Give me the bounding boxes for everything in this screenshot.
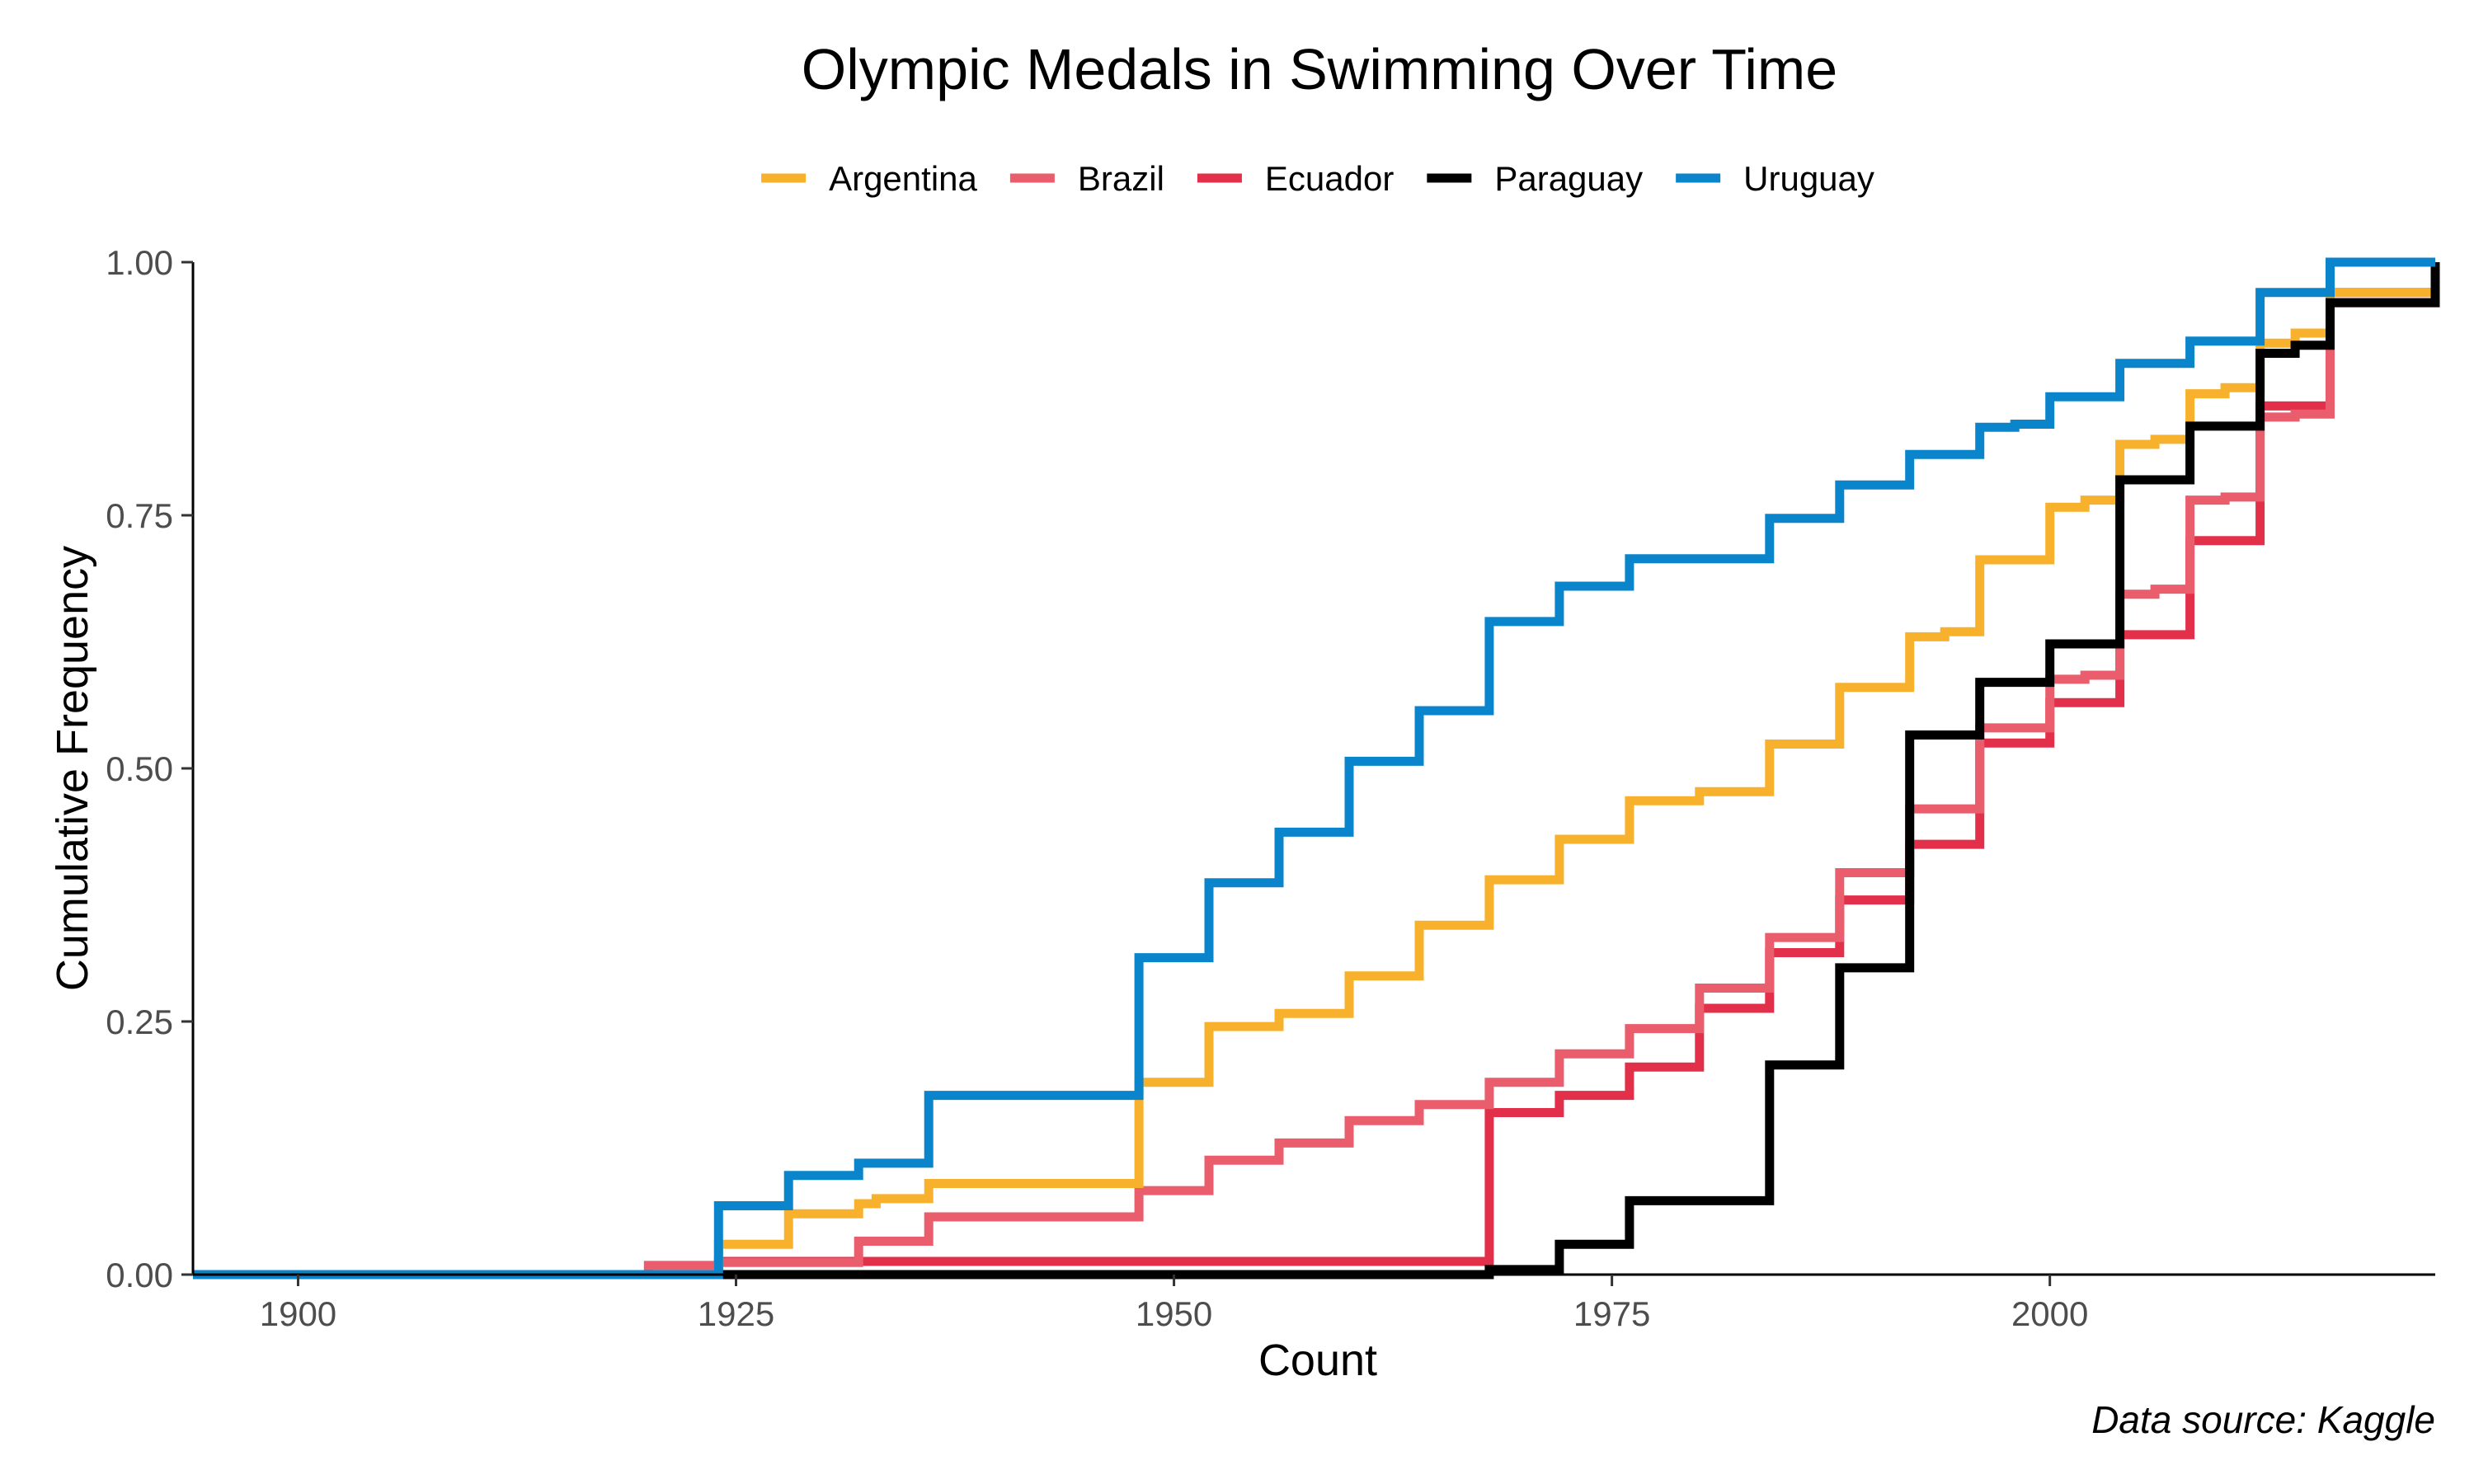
y-tick-label: 1.00 xyxy=(106,243,173,282)
legend-item-argentina: Argentina xyxy=(761,159,978,198)
legend: Argentina Brazil Ecuador Paraguay Uruguay xyxy=(761,159,1874,198)
chart-caption: Data source: Kaggle xyxy=(2091,1398,2435,1441)
series-line-argentina xyxy=(193,262,2440,1280)
legend-item-paraguay: Paraguay xyxy=(1427,159,1643,198)
series-line-paraguay xyxy=(193,262,2440,1280)
legend-label: Uruguay xyxy=(1743,159,1874,198)
series-layer xyxy=(193,257,2440,1280)
y-tick-label: 0.50 xyxy=(106,749,173,788)
legend-item-brazil: Brazil xyxy=(1009,159,1164,198)
x-tick-label: 1975 xyxy=(1573,1294,1650,1333)
x-axis-label: Count xyxy=(1258,1336,1377,1385)
y-tick-label: 0.75 xyxy=(106,496,173,535)
series-line-ecuador xyxy=(193,262,2440,1280)
legend-item-uruguay: Uruguay xyxy=(1676,159,1874,198)
x-tick-label: 1950 xyxy=(1136,1294,1212,1333)
x-tick-label: 1925 xyxy=(698,1294,774,1333)
series-line-uruguay xyxy=(193,257,2435,1280)
legend-label: Argentina xyxy=(829,159,977,198)
y-tick-label: 0.25 xyxy=(106,1003,173,1041)
legend-label: Brazil xyxy=(1078,159,1164,198)
y-axis-label: Cumulative Frequency xyxy=(48,546,97,991)
y-tick-label: 0.00 xyxy=(106,1256,173,1294)
x-ticks: 1900 1925 1950 1975 2000 xyxy=(260,1275,2088,1333)
y-ticks: 0.00 0.25 0.50 0.75 1.00 xyxy=(106,243,193,1294)
x-tick-label: 1900 xyxy=(260,1294,336,1333)
chart-title: Olympic Medals in Swimming Over Time xyxy=(802,37,1837,101)
series-line-brazil xyxy=(193,262,2440,1280)
legend-item-ecuador: Ecuador xyxy=(1197,159,1394,198)
legend-label: Paraguay xyxy=(1494,159,1643,198)
legend-label: Ecuador xyxy=(1265,159,1394,198)
x-tick-label: 2000 xyxy=(2011,1294,2088,1333)
